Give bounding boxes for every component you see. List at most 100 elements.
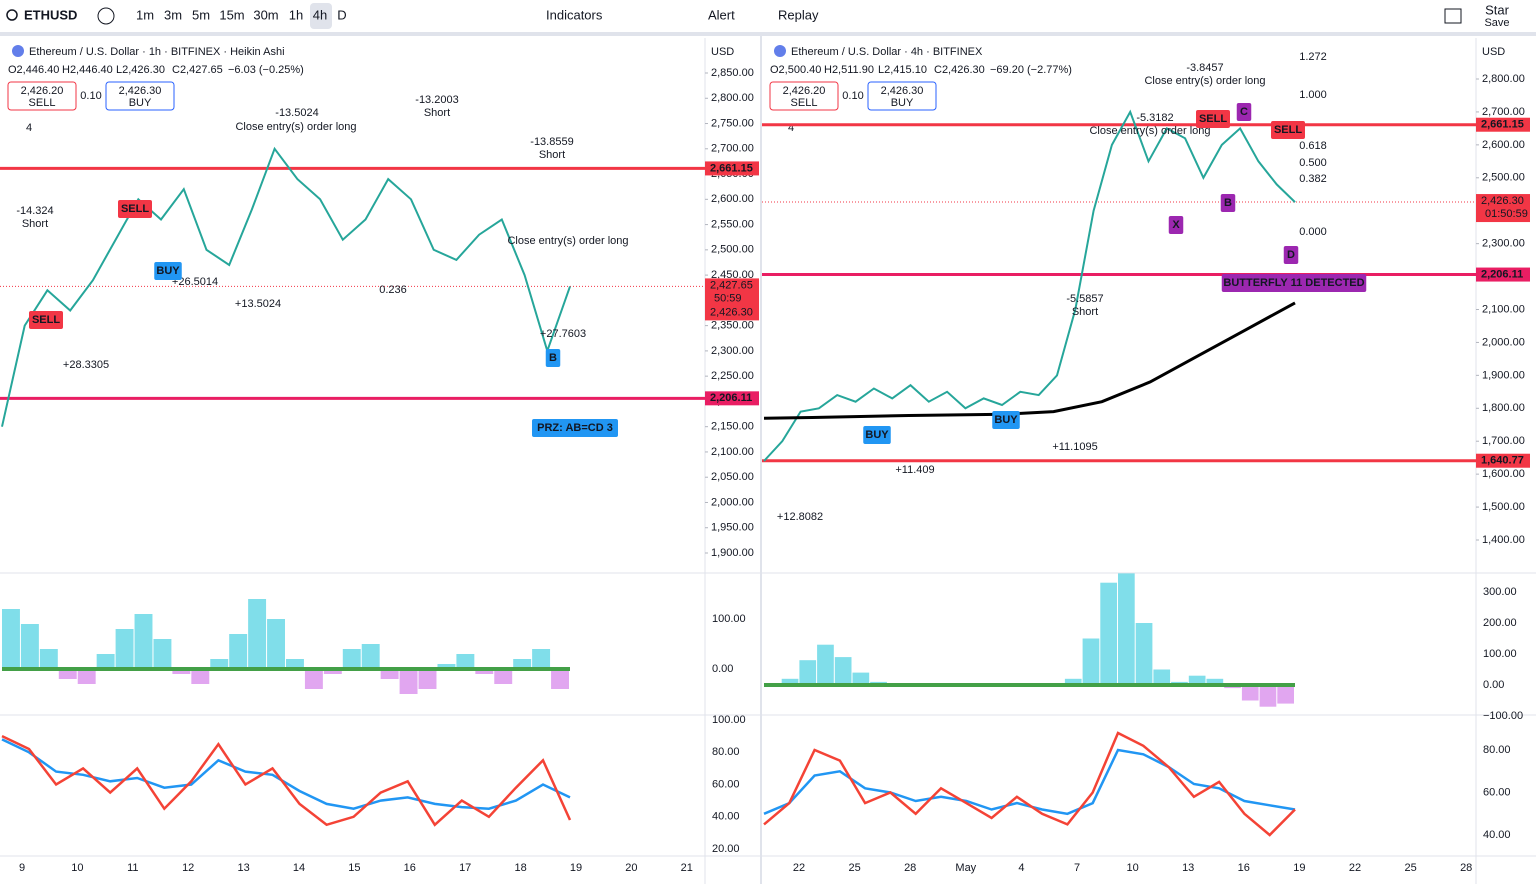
moving-average (763, 301, 1296, 420)
rsi-tick-label: 40.00 (1483, 829, 1511, 841)
rsi-tick-label: 20.00 (712, 843, 740, 855)
sell-box[interactable] (769, 81, 839, 111)
osc-bar (342, 649, 361, 669)
save[interactable]: Save (1484, 17, 1509, 29)
sell-price[interactable]: 2,426.20 (783, 85, 826, 97)
annotation: PRZ: AB=CD 3 (537, 422, 613, 434)
annotation: Close entry(s) order long (235, 121, 356, 133)
osc-tick-label: 200.00 (1483, 617, 1517, 629)
replay[interactable]: Replay (778, 7, 819, 22)
currency[interactable]: USD (1482, 46, 1505, 58)
interval[interactable]: 3m (164, 7, 182, 22)
annotation: 1.272 (1299, 51, 1327, 63)
buy-price[interactable]: 2,426.30 (119, 85, 162, 97)
annotation: C (1240, 106, 1248, 118)
ohlc: O2,500.40 (770, 64, 821, 76)
indicator-count[interactable]: 4 (788, 122, 794, 134)
annotation: 0.382 (1299, 173, 1327, 185)
price-tick-label: 2,100.00 (711, 446, 754, 458)
sell-price[interactable]: 2,426.20 (21, 85, 64, 97)
buy-label[interactable]: BUY (891, 97, 914, 109)
osc-bar (286, 659, 304, 669)
interval[interactable]: 4h (313, 7, 327, 22)
annotation: BUY (156, 265, 180, 277)
rsi-tick-label: 40.00 (712, 811, 740, 823)
annotation: BUY (994, 414, 1018, 426)
layout-icon[interactable] (1444, 8, 1462, 24)
symbol[interactable]: ETHUSD (24, 7, 77, 22)
annotation: SELL (1274, 124, 1302, 136)
annotation: BUY (865, 429, 889, 441)
buy-price[interactable]: 2,426.30 (881, 85, 924, 97)
search-icon[interactable] (6, 9, 18, 21)
osc-bar (248, 599, 267, 669)
price-line (1, 146, 571, 427)
osc-bar (817, 644, 834, 685)
level-label: 1,640.77 (1481, 455, 1524, 467)
annotation: +11.1095 (1052, 441, 1097, 453)
annotation-tag (863, 426, 891, 444)
interval[interactable]: D (337, 7, 346, 22)
currency[interactable]: USD (711, 46, 734, 58)
sell-box[interactable] (7, 81, 77, 111)
time-tick-label: 22 (1349, 862, 1361, 874)
time-tick-label: 16 (1238, 862, 1250, 874)
sell-label[interactable]: SELL (29, 97, 56, 109)
osc-bar (418, 669, 437, 689)
time-tick-label: 15 (348, 862, 360, 874)
price-tick-label: 2,150.00 (711, 421, 754, 433)
interval[interactable]: 15m (219, 7, 244, 22)
osc-bar (2, 609, 20, 669)
buy-label[interactable]: BUY (129, 97, 152, 109)
annotation-tag (154, 262, 182, 280)
add-symbol[interactable] (97, 7, 115, 25)
level-tag (705, 161, 759, 176)
interval[interactable]: 1m (136, 7, 154, 22)
price-tick-label: 2,300.00 (1482, 238, 1525, 250)
price-tick-label: 2,250.00 (711, 370, 754, 382)
indicator-count[interactable]: 4 (26, 122, 32, 134)
osc-bar (210, 659, 229, 669)
sell-label[interactable]: SELL (791, 97, 818, 109)
price-tick-label: 2,000.00 (711, 496, 754, 508)
annotation: Short (539, 149, 565, 161)
annotation: +12.8082 (777, 511, 823, 523)
osc-bar (1100, 582, 1117, 685)
user[interactable]: Star (1485, 2, 1510, 17)
price-tick-label: 2,600.00 (1482, 139, 1525, 151)
osc-bar (361, 644, 380, 669)
interval[interactable]: 30m (253, 7, 278, 22)
buy-box[interactable] (105, 81, 175, 111)
price-tick-label: 2,850.00 (711, 67, 754, 79)
annotation: 0.618 (1299, 140, 1327, 152)
annotation-tag (118, 200, 152, 218)
price-tick-label: 1,500.00 (1482, 501, 1525, 513)
indicators[interactable]: Indicators (546, 7, 603, 22)
alert[interactable]: Alert (708, 7, 735, 22)
symbol-logo (12, 45, 24, 57)
interval[interactable]: 1h (289, 7, 303, 22)
osc-bar (781, 678, 799, 685)
annotation: 1.000 (1299, 89, 1327, 101)
ohlc: C2,426.30 (934, 64, 985, 76)
level-tag (1476, 117, 1530, 132)
spread: 0.10 (80, 90, 101, 102)
time-tick-label: 17 (459, 862, 471, 874)
osc-tick-label: −100.00 (1483, 710, 1523, 722)
price-tick-label: 2,350.00 (711, 320, 754, 332)
level-label: 2,206.11 (1481, 268, 1523, 280)
time-tick-label: 25 (1404, 862, 1416, 874)
osc-bar (532, 649, 551, 669)
osc-tick-label: 100.00 (712, 613, 746, 625)
interval[interactable]: 5m (192, 7, 210, 22)
annotation: -13.2003 (415, 94, 458, 106)
price-tick-label: 2,800.00 (711, 92, 754, 104)
ohlc: −69.20 (−2.77%) (990, 64, 1072, 76)
annotation-tag (1220, 194, 1236, 212)
time-tick-label: 21 (681, 862, 693, 874)
osc-bar (1082, 638, 1100, 685)
buy-box[interactable] (867, 81, 937, 111)
annotation: B (549, 352, 557, 364)
annotation: SELL (121, 203, 149, 215)
